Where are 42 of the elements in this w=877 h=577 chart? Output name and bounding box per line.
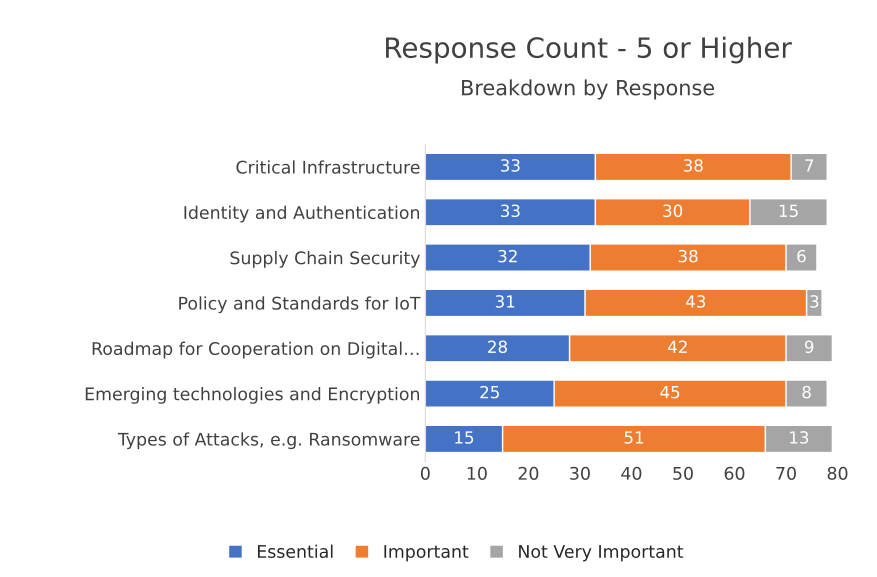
chart-subtitle: Breakdown by Response (462, 79, 714, 100)
data-label: 51 (624, 431, 644, 444)
data-label: 30 (663, 204, 682, 218)
data-label: 33 (501, 159, 520, 172)
data-label: 42 (668, 340, 687, 353)
data-label: 3 (810, 295, 818, 308)
legend-label: Essential (258, 544, 332, 558)
y-tick-label: Roadmap for Cooperation on Digital… (92, 342, 418, 358)
legend-label: Important (384, 545, 468, 562)
data-label: 28 (488, 340, 507, 354)
y-tick-label: Policy and Standards for IoT (179, 296, 421, 314)
x-tick-label: 50 (673, 466, 693, 480)
data-label: 38 (678, 250, 698, 262)
x-tick-label: 70 (776, 466, 796, 480)
data-label: 15 (780, 204, 798, 218)
y-tick-label: Emerging technologies and Encryption (86, 387, 420, 404)
x-tick-label: 20 (518, 466, 538, 480)
x-tick-label: 80 (828, 466, 848, 480)
x-tick-label: 30 (570, 466, 590, 480)
chart-title: Response Count - 5 or Higher (386, 36, 792, 64)
y-tick-label: Types of Attacks, e.g. Ransomware (118, 432, 420, 450)
data-label: 9 (804, 340, 814, 354)
data-label: 15 (455, 431, 474, 444)
y-tick-label: Supply Chain Security (230, 250, 420, 268)
data-label: 45 (660, 386, 680, 398)
data-label: 7 (805, 159, 814, 172)
x-tick-label: 0 (420, 466, 430, 480)
data-label: 6 (797, 250, 806, 262)
y-tick-label: Identity and Authentication (184, 206, 420, 222)
x-tick-label: 60 (724, 466, 744, 480)
data-label: 31 (496, 295, 514, 308)
data-label: 32 (498, 250, 517, 262)
legend-label: Not Very Important (519, 545, 684, 562)
data-label: 25 (480, 386, 499, 398)
x-tick-label: 10 (468, 466, 487, 480)
data-label: 38 (684, 159, 703, 172)
x-tick-label: 40 (621, 466, 642, 480)
data-label: 13 (790, 431, 808, 444)
data-label: 33 (501, 204, 520, 218)
data-label: 43 (686, 295, 706, 308)
data-label: 8 (802, 386, 811, 398)
y-tick-label: Critical Infrastructure (236, 160, 420, 174)
